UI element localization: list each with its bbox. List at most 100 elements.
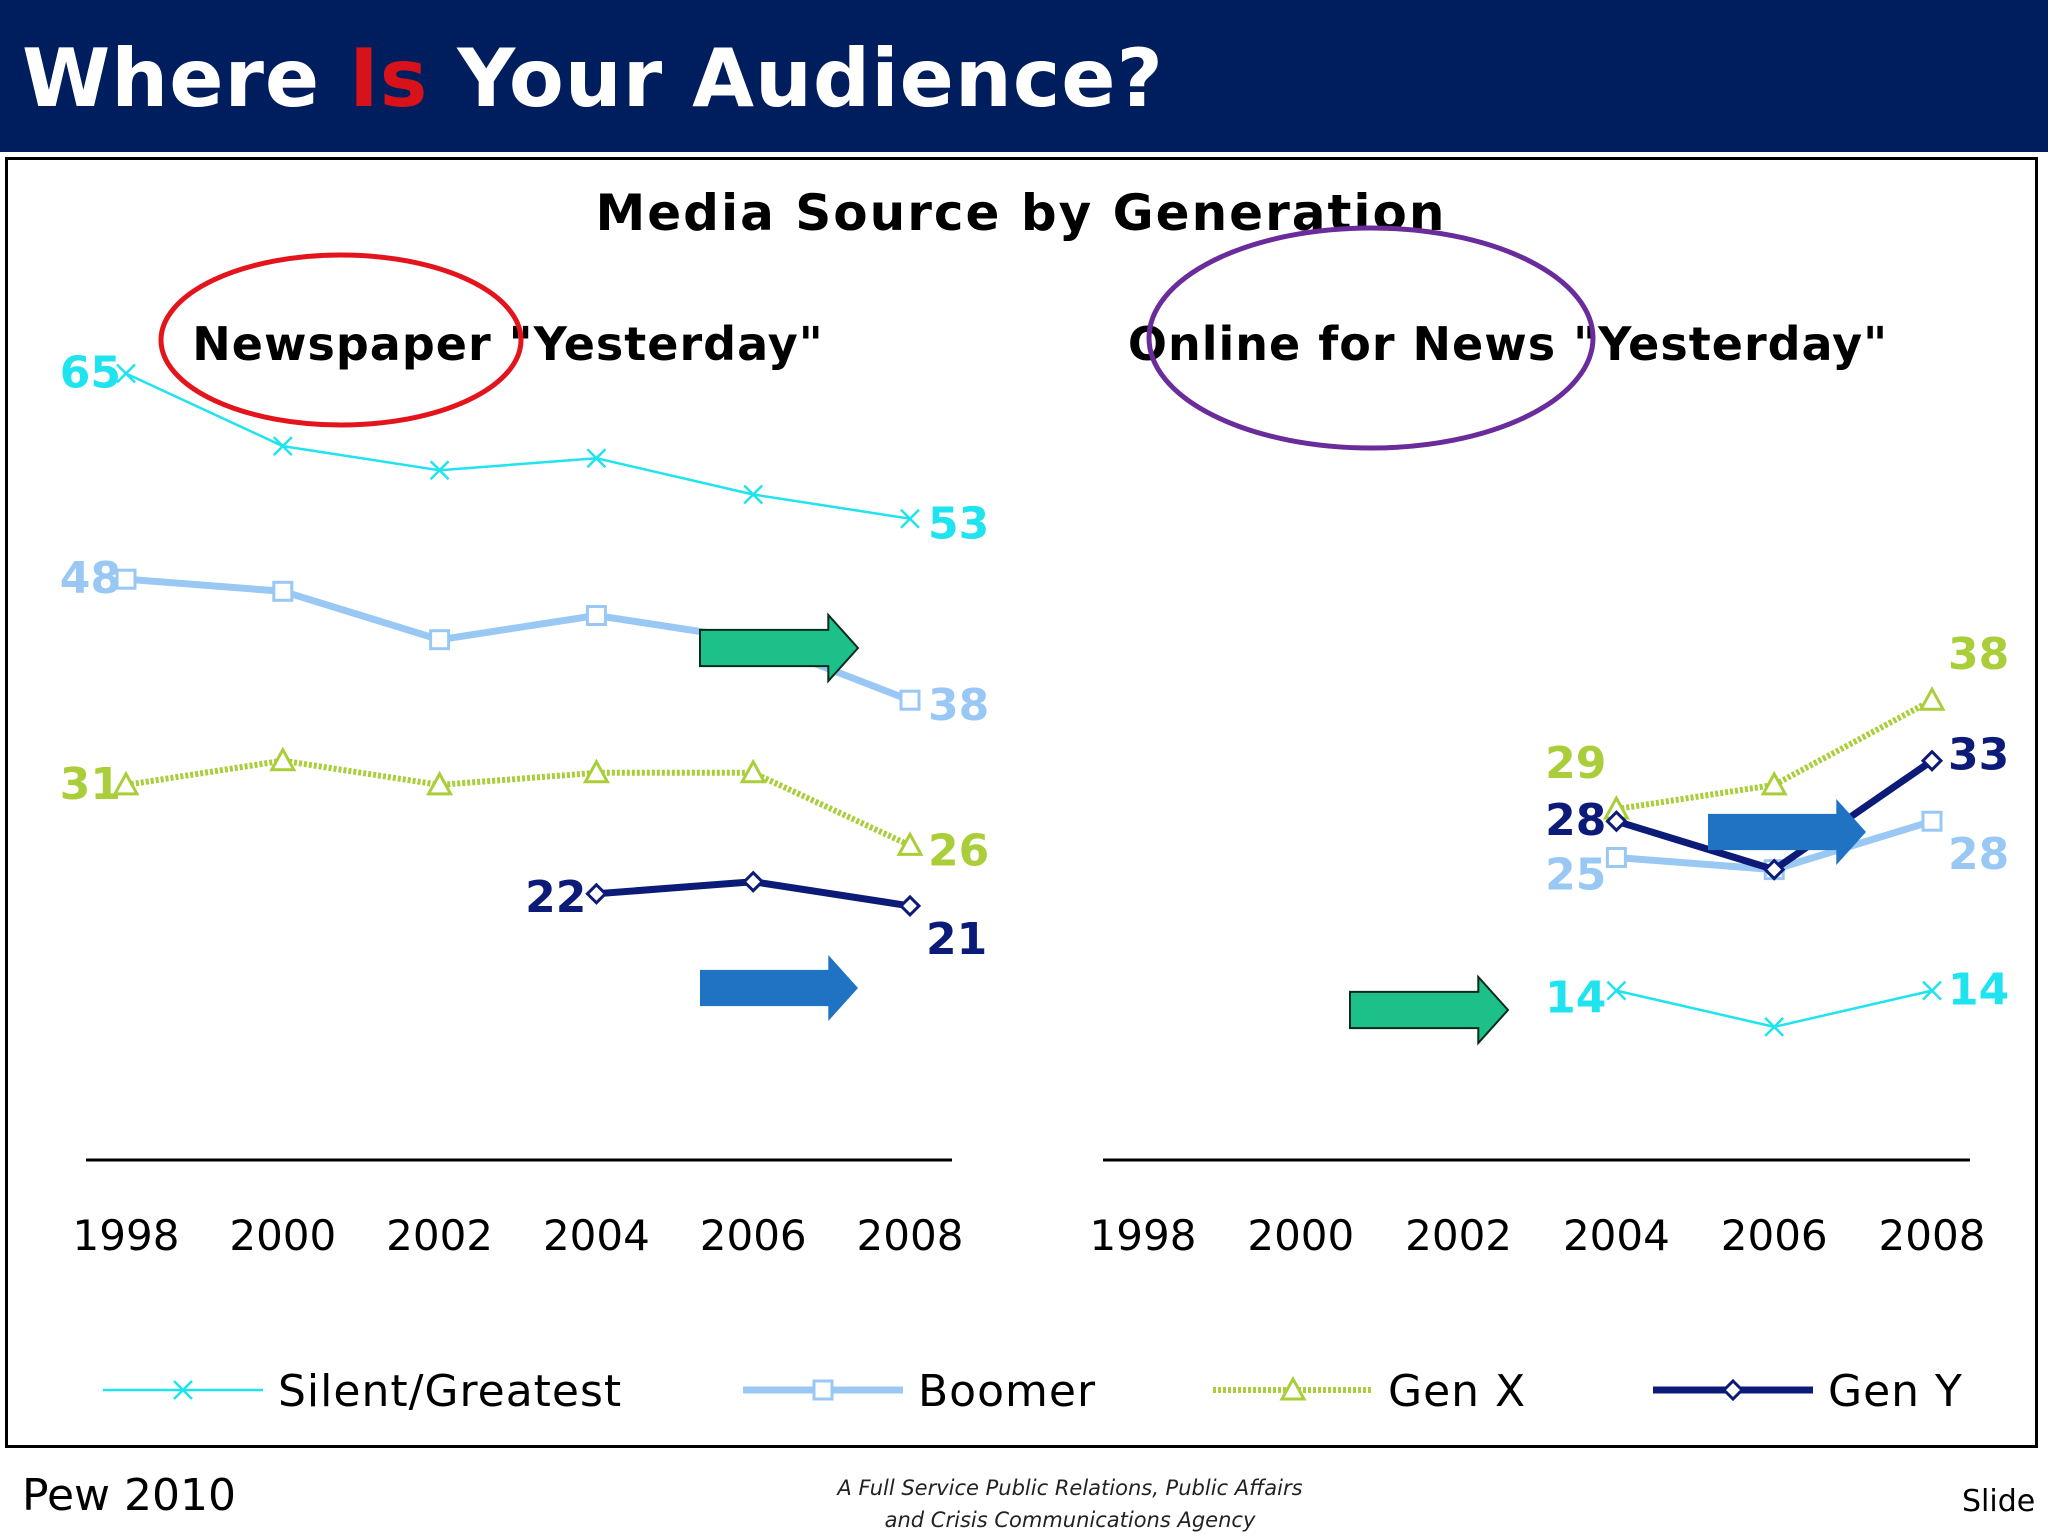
legend-item-boomer: Boomer bbox=[743, 1366, 1096, 1417]
tagline-line-2: and Crisis Communications Agency bbox=[884, 1508, 1256, 1532]
data-point bbox=[1764, 1017, 1785, 1037]
data-point bbox=[900, 508, 920, 529]
series-gen-y: 28 33 bbox=[1545, 730, 2009, 881]
data-point bbox=[1763, 858, 1786, 881]
data-point bbox=[115, 568, 137, 590]
panel-online-for-news: Online for News "Yesterday" 1998 2000 2002 2… bbox=[1090, 225, 2009, 1260]
data-point bbox=[898, 894, 922, 918]
data-point bbox=[582, 758, 610, 784]
data-label-end: 33 bbox=[1948, 730, 2009, 781]
data-point bbox=[585, 605, 607, 626]
panel-title-rest: "Yesterday" bbox=[1556, 317, 1888, 371]
x-tick-label: 2006 bbox=[1721, 1211, 1828, 1260]
data-label-start: 25 bbox=[1545, 850, 1606, 901]
x-tick-label: 2004 bbox=[1563, 1211, 1670, 1260]
callout-arrow bbox=[1349, 974, 1510, 1046]
data-point bbox=[585, 882, 608, 905]
callout-arrow bbox=[700, 955, 858, 1021]
callout-arrow bbox=[1708, 799, 1866, 865]
data-label-start: 14 bbox=[1545, 973, 1606, 1024]
data-point bbox=[1920, 749, 1944, 772]
data-label-start: 65 bbox=[60, 348, 121, 399]
title-bar: Where Is Your Audience? bbox=[0, 0, 2048, 152]
legend-label: Boomer bbox=[918, 1366, 1096, 1417]
slide-number: Slide 1 bbox=[1962, 1484, 2048, 1519]
slide-title-part2: Your Audience? bbox=[428, 32, 1164, 125]
legend-swatch-marker bbox=[1721, 1378, 1745, 1402]
legend-item-silent-greatest: Silent/Greatest bbox=[103, 1366, 622, 1417]
legend-swatch-marker bbox=[173, 1380, 193, 1400]
highlight-ellipse bbox=[1146, 225, 1596, 451]
panel-title-highlight: Online for News bbox=[1128, 317, 1556, 371]
slide-title: Where Is Your Audience? bbox=[22, 32, 1164, 125]
legend-label: Silent/Greatest bbox=[278, 1366, 622, 1417]
data-label-end: 21 bbox=[926, 914, 987, 965]
data-point bbox=[116, 363, 136, 384]
data-point bbox=[429, 460, 450, 481]
series-silent-greatest: 65 53 bbox=[60, 348, 989, 550]
data-label-end: 28 bbox=[1948, 829, 2009, 880]
data-label-start: 48 bbox=[60, 553, 121, 604]
data-point bbox=[743, 484, 764, 505]
data-label-start: 31 bbox=[60, 759, 121, 810]
data-point bbox=[1605, 810, 1628, 833]
x-tick-label: 2008 bbox=[1879, 1211, 1986, 1260]
series-gen-x: 29 38 bbox=[1545, 629, 2009, 820]
legend-label: Gen X bbox=[1388, 1366, 1526, 1417]
data-point bbox=[1605, 847, 1627, 868]
panel-title: Newspaper "Yesterday" bbox=[192, 317, 823, 371]
x-tick-label: 1998 bbox=[73, 1211, 180, 1260]
data-point bbox=[1760, 770, 1788, 796]
tagline-line-1: A Full Service Public Relations, Public … bbox=[837, 1476, 1303, 1500]
data-label-end: 26 bbox=[928, 825, 989, 876]
data-label-end: 53 bbox=[928, 499, 989, 550]
data-point bbox=[426, 770, 454, 796]
x-tick-label: 2002 bbox=[1405, 1211, 1512, 1260]
legend-swatch-marker bbox=[812, 1379, 834, 1401]
panel-newspaper: Newspaper "Yesterday" 1998 2000 2002 2004 200… bbox=[60, 252, 989, 1260]
series-line bbox=[1616, 989, 1933, 1029]
legend-swatch-marker bbox=[1279, 1375, 1307, 1401]
data-point bbox=[112, 770, 140, 796]
callout-arrow bbox=[699, 612, 860, 684]
legend-item-gen-x: Gen X bbox=[1213, 1366, 1526, 1417]
slide-title-part1: Where bbox=[22, 32, 350, 125]
x-tick-label: 2000 bbox=[1247, 1211, 1354, 1260]
slide-title-accent: Is bbox=[349, 32, 429, 125]
data-point bbox=[1918, 686, 1946, 711]
data-point bbox=[269, 746, 297, 772]
data-point bbox=[1606, 980, 1627, 1001]
data-point bbox=[739, 758, 767, 784]
x-tick-label: 2008 bbox=[857, 1211, 964, 1260]
x-tick-label: 2002 bbox=[386, 1211, 493, 1260]
data-label-start: 28 bbox=[1545, 795, 1606, 846]
series-line bbox=[125, 757, 912, 849]
series-silent-greatest: 14 14 bbox=[1545, 965, 2009, 1037]
agency-tagline: A Full Service Public Relations, Public … bbox=[770, 1472, 1370, 1536]
legend-item-gen-y: Gen Y bbox=[1653, 1366, 1963, 1417]
data-point bbox=[586, 448, 607, 469]
data-point bbox=[899, 689, 921, 711]
data-point bbox=[1921, 810, 1943, 832]
data-point bbox=[272, 436, 293, 456]
legend: Silent/Greatest Boomer Gen X Gen Y bbox=[103, 1366, 1963, 1417]
data-label-start: 29 bbox=[1545, 738, 1606, 789]
x-tick-label: 2000 bbox=[229, 1211, 336, 1260]
data-point bbox=[1922, 980, 1942, 1001]
data-label-end: 38 bbox=[928, 680, 989, 731]
chart-frame: Media Source by Generation Newspaper "Yes… bbox=[5, 157, 2038, 1448]
panel-title: Online for News "Yesterday" bbox=[1128, 317, 1888, 371]
x-tick-label: 1998 bbox=[1090, 1211, 1197, 1260]
x-tick-label: 2004 bbox=[543, 1211, 650, 1260]
data-label-end: 38 bbox=[1948, 629, 2009, 680]
highlight-ellipse bbox=[158, 252, 524, 428]
data-point bbox=[896, 831, 924, 856]
legend-label: Gen Y bbox=[1828, 1366, 1963, 1417]
series-gen-y: 22 21 bbox=[525, 870, 987, 965]
x-tick-label: 2006 bbox=[700, 1211, 807, 1260]
series-gen-x: 31 26 bbox=[60, 746, 989, 876]
data-point bbox=[272, 580, 294, 602]
data-point bbox=[742, 870, 765, 893]
panel-title-highlight: Newspaper bbox=[192, 317, 491, 371]
